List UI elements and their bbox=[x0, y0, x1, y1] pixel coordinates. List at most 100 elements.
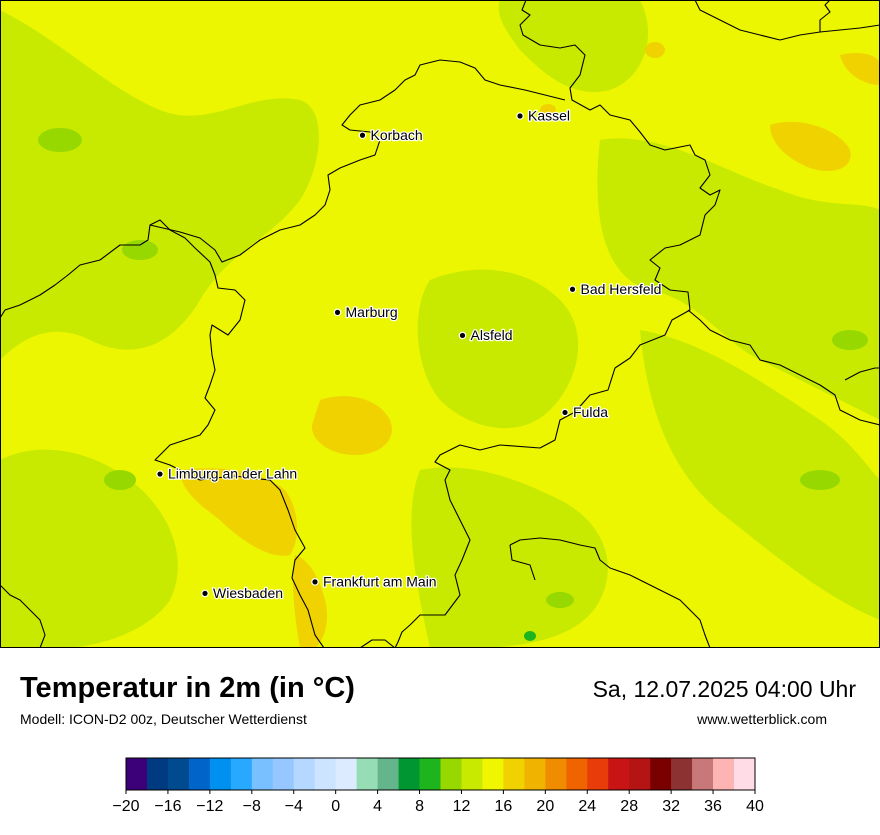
colorbar-swatch bbox=[503, 758, 525, 790]
city-label: Fulda bbox=[573, 404, 608, 420]
temperature-legend: −20 −16 −12 −8 −4 0 4 8 12 16 20 24 28 32 36 40 bbox=[0, 750, 880, 830]
temperature-region-southwest bbox=[0, 449, 178, 648]
city-markers: Kassel Korbach Bad Hersfeld Marburg Alsfeld F… bbox=[156, 106, 663, 602]
colorbar-swatch bbox=[587, 758, 609, 790]
east-border bbox=[844, 367, 880, 381]
city-dot bbox=[359, 132, 366, 138]
city-marker: Frankfurt am Main bbox=[311, 572, 438, 591]
colorbar-swatch bbox=[272, 758, 295, 790]
temperature-patch bbox=[546, 592, 574, 608]
colorbar-swatch bbox=[146, 758, 169, 790]
temperature-patch bbox=[524, 631, 536, 641]
temperature-region-rhine-main bbox=[311, 396, 392, 455]
colorbar-swatch bbox=[167, 758, 190, 790]
colorbar-tick-label: −16 bbox=[154, 798, 181, 815]
hessen-border-southwest bbox=[0, 219, 325, 648]
city-dot bbox=[312, 579, 318, 585]
colorbar-tick-label: 12 bbox=[453, 798, 471, 815]
temperature-region-northwest bbox=[0, 10, 319, 360]
colorbar-swatch bbox=[650, 758, 672, 790]
temperature-region-center bbox=[417, 269, 579, 429]
city-marker: Marburg bbox=[333, 303, 399, 321]
colorbar-swatch bbox=[188, 758, 211, 790]
colorbar-swatch bbox=[440, 758, 462, 790]
colorbar-swatch bbox=[566, 758, 588, 790]
colorbar-swatch bbox=[377, 758, 399, 790]
city-label: Korbach bbox=[371, 127, 423, 143]
colorbar-tick-label: −12 bbox=[196, 798, 223, 815]
colorbar-tick-label: −8 bbox=[243, 798, 261, 815]
colorbar-swatch bbox=[126, 758, 148, 790]
state-borders bbox=[0, 0, 880, 648]
temperature-region-east-warm bbox=[840, 53, 880, 85]
city-marker: Alsfeld bbox=[458, 326, 514, 344]
colorbar-swatch bbox=[356, 758, 378, 790]
colorbar-swatch bbox=[314, 758, 336, 790]
temperature-region-rhine-south bbox=[292, 555, 327, 648]
colorbar-tick-label: 28 bbox=[620, 798, 638, 815]
colorbar-tick-label: −4 bbox=[285, 798, 303, 815]
colorbar-tick-label: 4 bbox=[373, 798, 382, 815]
map-title: Temperatur in 2m (in °C) bbox=[20, 672, 355, 704]
temperature-patch bbox=[38, 128, 82, 152]
colorbar-swatch bbox=[629, 758, 651, 790]
colorbar-swatch bbox=[734, 758, 756, 790]
colorbar-swatch bbox=[692, 758, 714, 790]
colorbar-swatch bbox=[671, 758, 693, 790]
colorbar-swatch bbox=[545, 758, 567, 790]
colorbar-swatch bbox=[251, 758, 274, 790]
colorbar-tick-label: 20 bbox=[536, 798, 554, 815]
colorbar-swatch bbox=[419, 758, 441, 790]
city-dot bbox=[562, 409, 568, 416]
city-label: Limburg an der Lahn bbox=[168, 466, 297, 482]
colorbar-tick-label: 24 bbox=[578, 798, 596, 815]
colorbar-frame bbox=[125, 757, 756, 791]
forecast-datetime: Sa, 12.07.2025 04:00 Uhr bbox=[592, 676, 856, 702]
colorbar-swatch bbox=[209, 758, 232, 790]
city-dot bbox=[334, 309, 341, 315]
temperature-field bbox=[0, 0, 880, 648]
hessen-border bbox=[394, 0, 721, 648]
colorbar-tick-label: 40 bbox=[746, 798, 764, 815]
temperature-region-north bbox=[498, 0, 649, 92]
city-label: Marburg bbox=[346, 304, 398, 320]
colorbar-swatch bbox=[398, 758, 420, 790]
colorbar-swatch bbox=[608, 758, 630, 790]
city-marker: Kassel bbox=[516, 106, 571, 125]
temperature-patch bbox=[540, 104, 556, 116]
city-marker: Fulda bbox=[561, 403, 609, 421]
colorbar-swatch bbox=[230, 758, 253, 790]
temperature-patch bbox=[104, 470, 136, 490]
colorbar-swatch bbox=[293, 758, 315, 790]
bw-border bbox=[0, 584, 46, 648]
colorbar-canvas: −20 −16 −12 −8 −4 0 4 8 12 16 20 24 28 32 36 40 bbox=[112, 757, 764, 815]
temperature-region-east bbox=[640, 330, 880, 620]
colorbar-tick-label: 8 bbox=[415, 798, 424, 815]
colorbar-swatch bbox=[335, 758, 357, 790]
hessen-border-west bbox=[359, 639, 396, 648]
colorbar-tick-label: 32 bbox=[662, 798, 680, 815]
temperature-patch bbox=[122, 240, 158, 260]
city-label: Bad Hersfeld bbox=[581, 281, 662, 297]
city-dot bbox=[459, 332, 466, 339]
map-canvas: Kassel Korbach Bad Hersfeld Marburg Alsfeld F… bbox=[0, 0, 880, 648]
model-source: Modell: ICON-D2 00z, Deutscher Wetterdie… bbox=[20, 711, 307, 727]
colorbar-tick-label: 36 bbox=[704, 798, 722, 815]
city-dot bbox=[569, 286, 576, 292]
city-marker: Wiesbaden bbox=[201, 584, 284, 602]
colorbar-tick-label: 16 bbox=[495, 798, 513, 815]
city-marker: Bad Hersfeld bbox=[568, 280, 663, 298]
city-dot bbox=[517, 113, 523, 119]
northeast-border bbox=[819, 24, 880, 33]
city-marker: Limburg an der Lahn bbox=[156, 464, 298, 483]
website-link[interactable]: www.wetterblick.com bbox=[697, 711, 827, 727]
bavaria-border-link bbox=[509, 544, 536, 581]
temperature-patch bbox=[645, 42, 665, 58]
colorbar-swatch bbox=[713, 758, 735, 790]
city-label: Wiesbaden bbox=[213, 585, 283, 601]
bavaria-border bbox=[687, 309, 880, 426]
temperature-region-east-warm bbox=[770, 121, 851, 171]
temperature-region-northeast bbox=[597, 138, 880, 420]
thuringia-border bbox=[694, 0, 831, 41]
city-label: Frankfurt am Main bbox=[323, 573, 437, 589]
